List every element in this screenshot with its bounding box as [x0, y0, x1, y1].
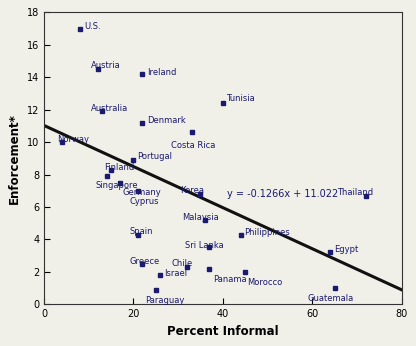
- Text: Tunisia: Tunisia: [226, 94, 255, 103]
- Text: Egypt: Egypt: [334, 245, 358, 254]
- Text: y = -0.1266x + 11.022: y = -0.1266x + 11.022: [227, 189, 339, 199]
- Text: Korea: Korea: [181, 186, 204, 195]
- Text: Greece: Greece: [129, 257, 159, 266]
- Text: Australia: Australia: [91, 104, 128, 113]
- Text: Spain: Spain: [129, 227, 153, 236]
- Text: Singapore: Singapore: [96, 181, 138, 190]
- Text: Denmark: Denmark: [147, 117, 186, 126]
- Text: Portugal: Portugal: [137, 152, 172, 161]
- Text: Philippines: Philippines: [244, 228, 290, 237]
- Text: U.S.: U.S.: [84, 21, 101, 30]
- Text: Panama: Panama: [213, 275, 247, 284]
- Text: Sri Lanka: Sri Lanka: [185, 240, 224, 249]
- Y-axis label: Enforcement*: Enforcement*: [8, 113, 21, 204]
- Text: Ireland: Ireland: [147, 68, 176, 77]
- Text: Thailand: Thailand: [337, 188, 373, 197]
- Text: Finland: Finland: [104, 163, 135, 172]
- Text: Malaysia: Malaysia: [183, 213, 219, 222]
- Text: Austria: Austria: [91, 61, 121, 70]
- Text: Paraguay: Paraguay: [145, 296, 184, 305]
- Text: Chile: Chile: [171, 259, 193, 268]
- X-axis label: Percent Informal: Percent Informal: [167, 325, 279, 338]
- Text: Germany: Germany: [122, 188, 161, 197]
- Text: Cyprus: Cyprus: [130, 197, 159, 206]
- Text: Morocco: Morocco: [248, 278, 282, 287]
- Text: Costa Rica: Costa Rica: [171, 141, 216, 150]
- Text: Israel: Israel: [164, 269, 187, 278]
- Text: Guatemala: Guatemala: [308, 294, 354, 303]
- Text: Norway: Norway: [57, 135, 89, 144]
